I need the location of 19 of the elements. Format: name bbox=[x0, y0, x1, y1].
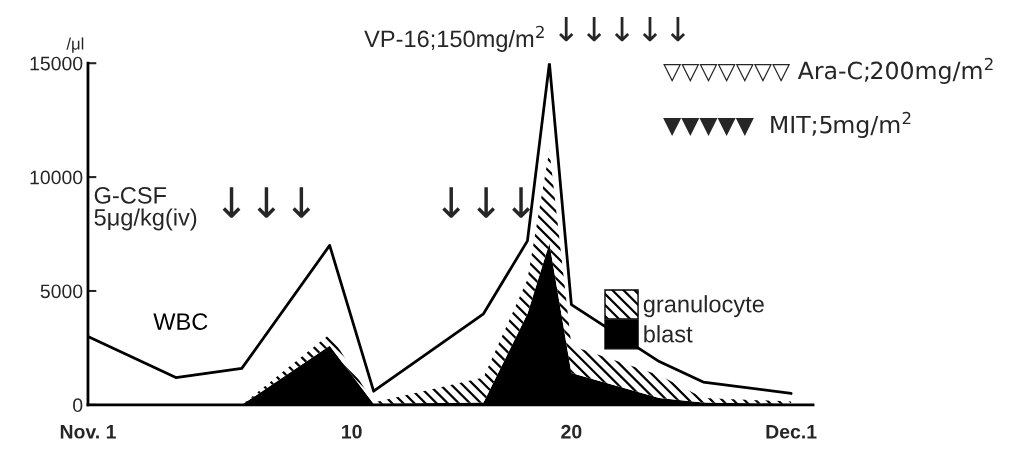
y-tick-label: 0 bbox=[73, 398, 83, 413]
annotation: ↓↓↓ bbox=[222, 187, 311, 218]
x-tick-label: 20 bbox=[561, 424, 582, 439]
y-tick-label: 15000 bbox=[30, 56, 83, 71]
x-tick-label: Dec.1 bbox=[766, 425, 817, 439]
x-tick-label: 10 bbox=[342, 424, 362, 439]
y-axis-title: /μl bbox=[66, 37, 84, 53]
y-tick-label: 10000 bbox=[30, 170, 83, 185]
annotation: ▽▽▽▽▽▽▽ Ara-C;200mg/m$^{2}$ bbox=[663, 57, 993, 84]
text: ↓↓↓↓↓ bbox=[559, 16, 686, 42]
y-tick-label: 5000 bbox=[40, 284, 83, 299]
annotation: ↓↓↓ bbox=[442, 187, 530, 218]
text: VP-16;150mg/m$^{2}$ bbox=[364, 25, 544, 52]
legend-label: granulocyte bbox=[643, 295, 764, 318]
series-label: WBC bbox=[153, 313, 208, 330]
legend-label: blast bbox=[644, 325, 693, 343]
annotation: G-CSF 5μg/kg(iv) bbox=[94, 187, 197, 231]
annotation: ▼▼▼▼▼ MIT;5mg/m$^{2}$ bbox=[663, 111, 911, 139]
x-tick-label: Nov. 1 bbox=[60, 425, 116, 439]
